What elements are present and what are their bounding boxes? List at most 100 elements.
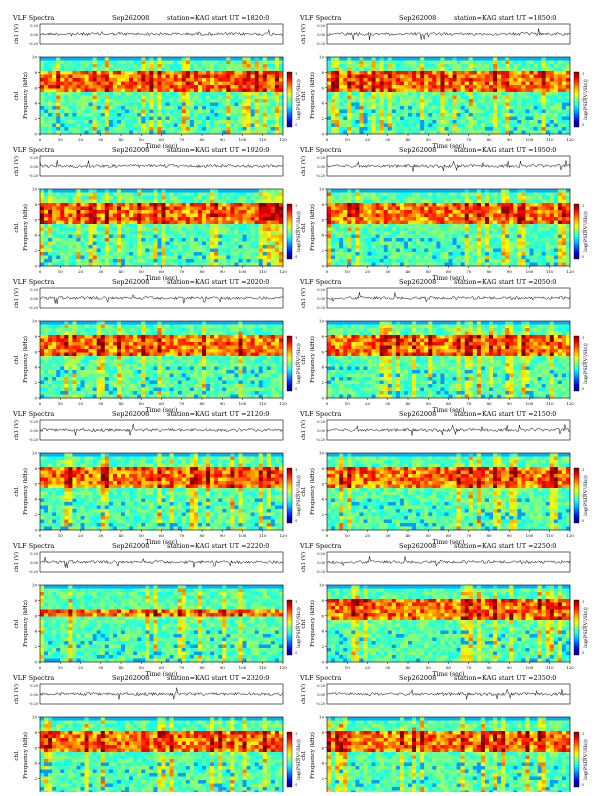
spectrogram-cell [40, 71, 44, 75]
spectrogram-cell [44, 259, 48, 263]
spectrogram-cell [396, 217, 400, 221]
spectrogram-cell [558, 103, 562, 107]
spectrogram-cell [218, 78, 222, 82]
spectrogram-cell [404, 103, 408, 107]
spectrogram-cell [546, 196, 550, 200]
spectrogram-cell [170, 221, 174, 225]
spectrogram-cell [202, 85, 206, 89]
spectrogram-cell [347, 89, 351, 93]
spectrogram-cell [153, 110, 157, 114]
spectrogram-cell [558, 221, 562, 225]
spectrogram-cell [343, 96, 347, 100]
spectrogram-cell [384, 131, 388, 135]
spectrogram-cell [392, 228, 396, 232]
spectrogram-cell [339, 221, 343, 225]
spectrogram-cell [453, 224, 457, 228]
spectrogram-cell [44, 196, 48, 200]
spectrogram-cell [186, 228, 190, 232]
spectrogram-cell [461, 231, 465, 235]
spectrogram-cell [72, 221, 76, 225]
spectrogram-cell [396, 214, 400, 218]
spectrogram-cell [525, 200, 529, 204]
spectrogram-cell [230, 124, 234, 128]
spectrogram-cell [384, 124, 388, 128]
spectrogram-cell [174, 61, 178, 65]
spectrogram-cell [453, 78, 457, 82]
spectrogram-cell [101, 221, 105, 225]
spectrogram-cell [182, 249, 186, 253]
spectrogram-cell [473, 99, 477, 103]
spectrogram-cell [44, 127, 48, 131]
spectrogram-cell [182, 71, 186, 75]
spectrogram-cell [327, 106, 331, 110]
spectrogram-cell [68, 210, 72, 214]
spectrogram-cell [550, 64, 554, 68]
spectrogram-cell [477, 82, 481, 86]
spectrogram-cell [60, 249, 64, 253]
spectrogram-cell [214, 249, 218, 253]
spectrogram-cell [546, 106, 550, 110]
spectrogram-cell [461, 200, 465, 204]
spectrogram-cell [546, 75, 550, 79]
spectrogram-cell [489, 110, 493, 114]
spectrogram-cell [105, 103, 109, 107]
spectrogram-cell [331, 214, 335, 218]
spectrogram-cell [255, 113, 259, 117]
spectrogram-cell [133, 127, 137, 131]
spectrogram-cell [372, 61, 376, 65]
spectrogram-cell [48, 203, 52, 207]
spectrogram-cell [509, 214, 513, 218]
spectrogram-cell [396, 228, 400, 232]
spectrogram-cell [198, 207, 202, 211]
spectrogram-cell [521, 103, 525, 107]
spectrogram-cell [162, 110, 166, 114]
spectrogram-cell [64, 120, 68, 124]
spectrogram-cell [465, 71, 469, 75]
spectrogram-cell [521, 210, 525, 214]
spectrogram-cell [546, 89, 550, 93]
spectrogram-cell [501, 207, 505, 211]
spectrogram-cell [449, 96, 453, 100]
spectrogram-cell [501, 96, 505, 100]
spectrogram-cell [473, 71, 477, 75]
spectrogram-cell [141, 203, 145, 207]
spectrogram-cell [85, 221, 89, 225]
spectrogram-cell [141, 249, 145, 253]
spectrogram-cell [497, 78, 501, 82]
spectrogram-cell [210, 235, 214, 239]
spectrogram-cell [412, 68, 416, 72]
spectrogram-cell [60, 189, 64, 193]
spectrogram-cell [174, 249, 178, 253]
spectrogram-cell [465, 120, 469, 124]
spectrogram-cell [76, 242, 80, 246]
spectrogram-cell [392, 78, 396, 82]
spectrogram-cell [404, 106, 408, 110]
spectrogram-cell [190, 61, 194, 65]
spectrogram-cell [218, 120, 222, 124]
spectrogram-cell [554, 64, 558, 68]
spectrogram-cell [497, 231, 501, 235]
spectrogram-cell [89, 196, 93, 200]
spectrogram-cell [210, 61, 214, 65]
spectrogram-cell [453, 82, 457, 86]
spectrogram-cell [145, 228, 149, 232]
spectrogram-cell [331, 196, 335, 200]
spectrogram-cell [68, 110, 72, 114]
spectrogram-cell [93, 64, 97, 68]
spectrogram-cell [113, 210, 117, 214]
spectrogram-cell [117, 85, 121, 89]
spectrogram-cell [89, 193, 93, 197]
spectrogram-cell [125, 217, 129, 221]
spectrogram-cell [243, 71, 247, 75]
spectrogram-cell [497, 57, 501, 61]
spectrogram-cell [517, 92, 521, 96]
spectrogram-cell [60, 131, 64, 135]
spectrogram-cell [465, 235, 469, 239]
spectrogram-cell [372, 200, 376, 204]
spectrogram-cell [444, 221, 448, 225]
spectrogram-cell [105, 207, 109, 211]
spectrogram-cell [238, 217, 242, 221]
spectrogram-cell [141, 231, 145, 235]
spectrogram-cell [186, 263, 190, 267]
spectrogram-cell [218, 113, 222, 117]
